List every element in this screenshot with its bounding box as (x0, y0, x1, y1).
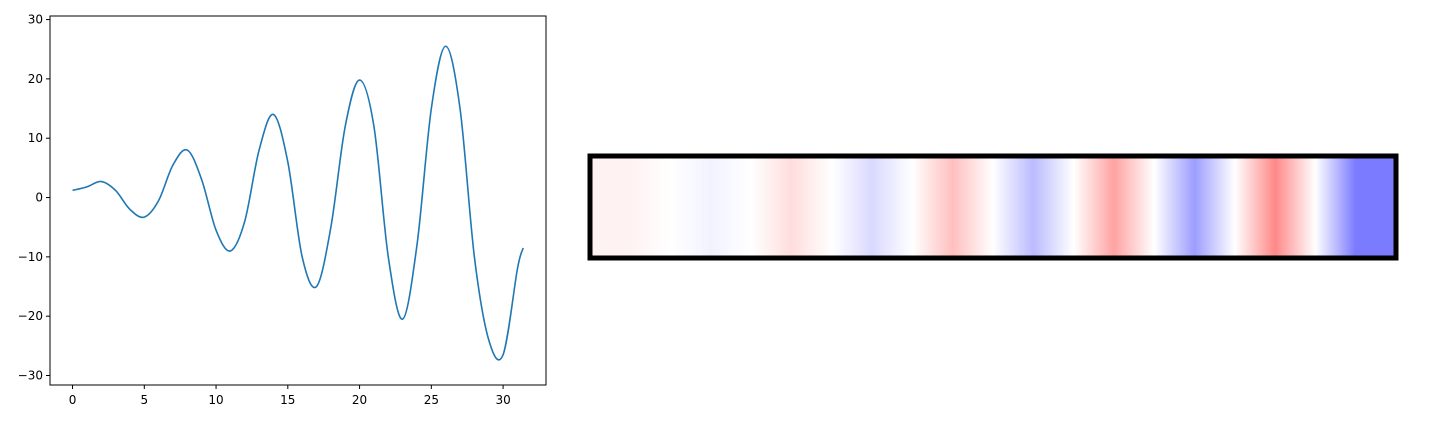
y-tick-label: −20 (18, 309, 43, 323)
line-axes-frame (49, 15, 547, 386)
heatmap-gradient (590, 156, 1396, 258)
heatmap-strip (587, 153, 1399, 261)
y-tick-label: −30 (18, 369, 43, 383)
y-axis-ticks: −30 −20 −10 0 10 20 30 (18, 13, 50, 383)
x-axis-ticks: 0 5 10 15 20 25 30 (69, 385, 511, 407)
line-chart: 0 5 10 15 20 25 30 −30 −20 −10 0 10 20 30 (18, 13, 547, 407)
y-tick-label: 30 (28, 13, 43, 27)
line-series (72, 45, 524, 361)
y-tick-label: −10 (18, 250, 43, 264)
x-tick-label: 30 (495, 393, 510, 407)
x-tick-label: 25 (424, 393, 439, 407)
y-tick-label: 20 (28, 72, 43, 86)
x-tick-label: 5 (140, 393, 148, 407)
x-tick-label: 10 (208, 393, 223, 407)
x-tick-label: 0 (69, 393, 77, 407)
x-tick-label: 20 (352, 393, 367, 407)
y-tick-label: 10 (28, 131, 43, 145)
x-tick-label: 15 (280, 393, 295, 407)
y-tick-label: 0 (35, 191, 43, 205)
heatmap-frame (587, 153, 1399, 261)
